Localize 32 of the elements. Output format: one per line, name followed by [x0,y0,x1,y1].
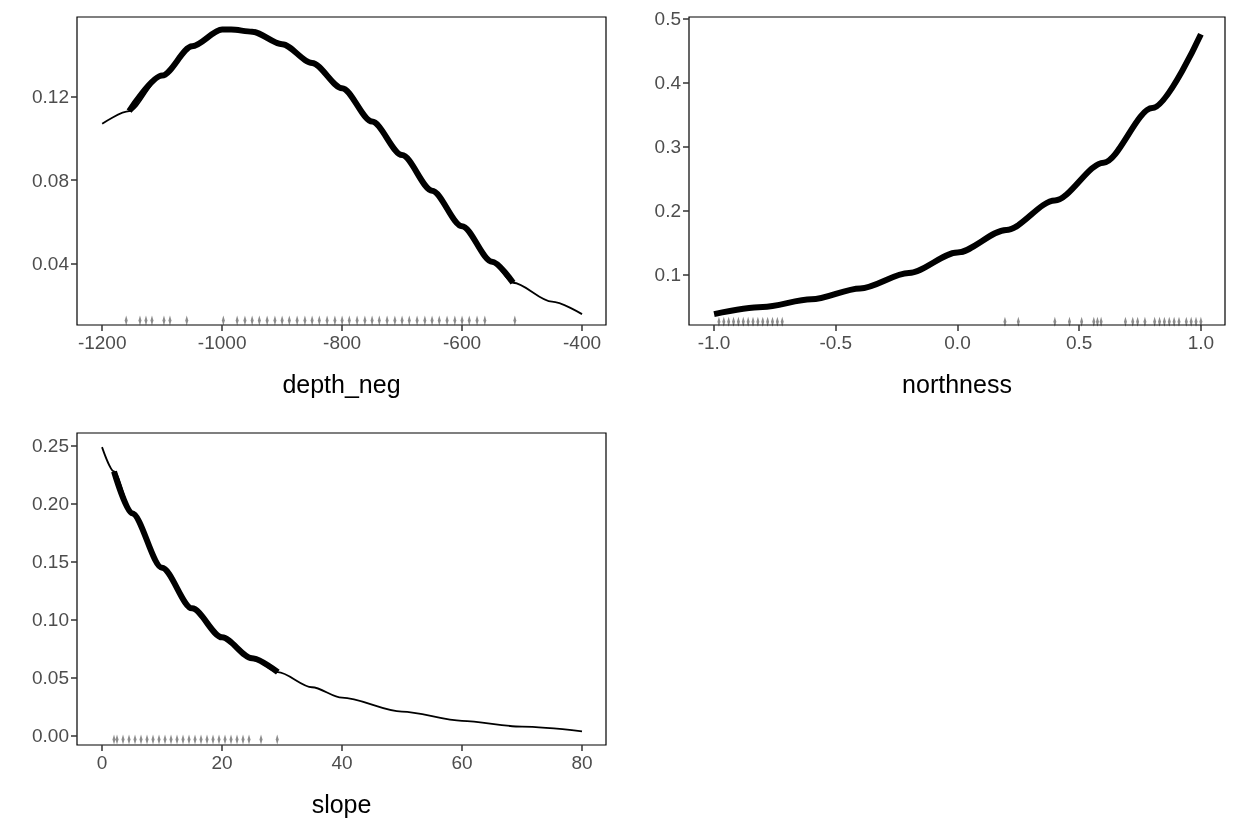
x-tick-label: 1.0 [1187,332,1215,353]
y-tick-label: 0.15 [32,551,69,573]
x-axis-title: slope [311,789,372,818]
x-tick-label: 80 [571,752,593,773]
y-tick-label: 0.4 [654,71,682,93]
x-tick-label: -1200 [77,332,127,353]
x-tick-label: 40 [331,752,353,773]
x-tick-label: 0.5 [1065,332,1093,353]
x-tick-label: -400 [562,332,602,353]
x-tick-label: 0.0 [944,332,971,353]
x-tick-label: 20 [211,752,233,773]
x-tick-label: 0 [96,752,108,773]
y-tick-label: 0.08 [32,169,69,191]
y-tick-label: 0.2 [654,200,681,222]
y-tick-label: 0.04 [32,253,70,275]
y-tick-label: 0.3 [654,136,681,158]
y-tick-label: 0.25 [32,435,69,457]
y-tick-label: 0.5 [654,7,681,29]
y-tick-label: 0.12 [32,86,69,108]
x-axis-title: depth_neg [282,369,401,398]
y-tick-label: 0.20 [32,493,69,515]
y-tick-label: 0.10 [32,609,69,631]
x-tick-label: 60 [451,752,473,773]
x-tick-label: -600 [443,332,482,353]
y-tick-label: 0.05 [32,667,69,689]
x-tick-label: -1.0 [697,332,731,353]
y-tick-label: 0.1 [654,264,681,286]
x-tick-label: -800 [323,332,362,353]
y-tick-label: 0.00 [32,725,69,747]
x-axis-title: northness [902,369,1012,398]
x-tick-label: -0.5 [819,332,853,353]
x-tick-label: -1000 [197,332,247,353]
